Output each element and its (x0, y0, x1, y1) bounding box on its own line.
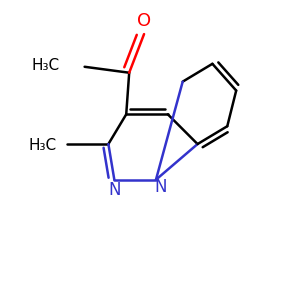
Text: N: N (108, 181, 121, 199)
Text: N: N (154, 178, 167, 196)
Text: O: O (137, 12, 151, 30)
Text: H₃C: H₃C (28, 138, 56, 153)
Text: H₃C: H₃C (31, 58, 59, 73)
